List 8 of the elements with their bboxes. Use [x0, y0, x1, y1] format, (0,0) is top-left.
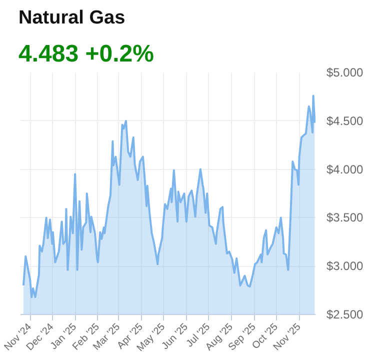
y-tick-label: $3.000 — [326, 259, 364, 274]
y-tick-label: $4.000 — [326, 162, 364, 176]
chart-subtitle: 4.483 +0.2% — [18, 40, 154, 68]
y-tick-label: $3.500 — [326, 210, 364, 225]
y-tick-label: $2.500 — [326, 308, 364, 322]
y-tick-label: $5.000 — [326, 66, 364, 80]
chart-title: Natural Gas — [18, 8, 126, 28]
y-tick-label: $4.500 — [326, 114, 364, 128]
